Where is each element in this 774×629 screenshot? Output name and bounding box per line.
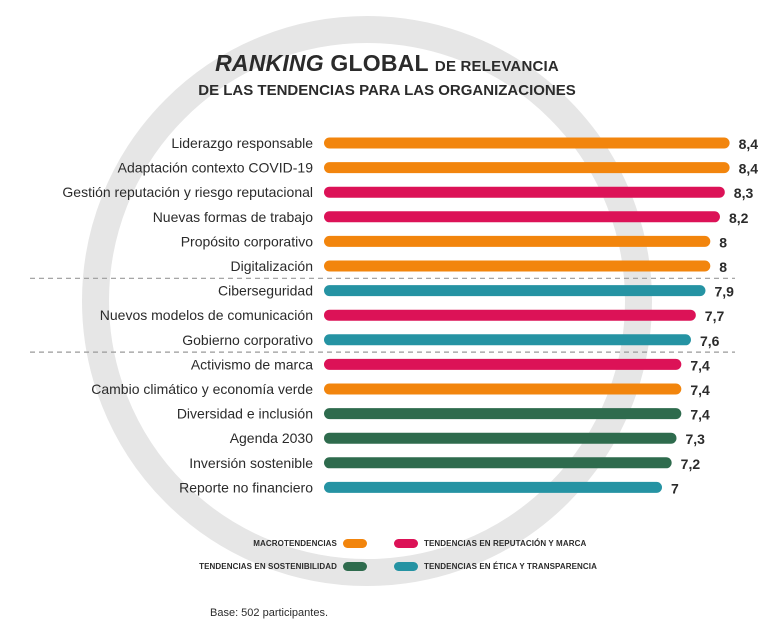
chart-title: RANKING GLOBAL DE RELEVANCIA DE LAS TEND… — [0, 50, 774, 99]
bar — [324, 408, 682, 420]
bar — [324, 137, 730, 149]
bar — [324, 211, 720, 223]
value-label: 7,4 — [690, 357, 710, 373]
legend-label-sostenibilidad: TENDENCIAS EN SOSTENIBILIDAD — [199, 562, 337, 571]
bar — [324, 186, 725, 198]
category-label: Nuevas formas de trabajo — [153, 209, 314, 225]
value-label: 7 — [671, 480, 679, 496]
bar — [324, 235, 711, 247]
category-label: Gestión reputación y riesgo reputacional — [62, 184, 313, 200]
bar — [324, 309, 696, 321]
value-label: 7,7 — [705, 308, 725, 324]
legend-label-macro: MACROTENDENCIAS — [253, 539, 337, 548]
value-label: 7,3 — [685, 431, 705, 447]
base-note: Base: 502 participantes. — [210, 607, 329, 619]
value-label: 8 — [719, 259, 727, 275]
value-label: 8 — [719, 234, 727, 250]
value-label: 7,4 — [690, 407, 710, 423]
bar — [324, 260, 711, 272]
title-line-2: DE LAS TENDENCIAS PARA LAS ORGANIZACIONE… — [198, 82, 576, 99]
category-label: Cambio climático y economía verde — [91, 381, 313, 397]
legend-swatch-sostenibilidad — [343, 562, 367, 571]
title-line-1: RANKING GLOBAL DE RELEVANCIA — [0, 50, 774, 77]
value-label: 8,4 — [739, 136, 759, 152]
bar — [324, 481, 662, 493]
category-label: Nuevos modelos de comunicación — [100, 307, 313, 323]
category-label: Adaptación contexto COVID-19 — [118, 160, 314, 176]
category-label: Diversidad e inclusión — [177, 406, 313, 422]
value-label: 7,2 — [681, 456, 701, 472]
category-label: Activismo de marca — [191, 356, 313, 372]
category-label: Agenda 2030 — [230, 430, 314, 446]
legend-swatch-etica — [394, 562, 418, 571]
category-label: Digitalización — [231, 258, 313, 274]
title-rest: DE RELEVANCIA — [434, 58, 559, 75]
category-label: Inversión sostenible — [189, 455, 313, 471]
value-label: 8,3 — [734, 185, 754, 201]
category-label: Ciberseguridad — [218, 283, 313, 299]
legend-label-etica: TENDENCIAS EN ÉTICA Y TRANSPARENCIA — [424, 562, 597, 571]
legend-swatch-reputacion — [394, 539, 418, 548]
legend-swatch-macro — [343, 539, 367, 548]
title-emphasis: RANKING — [215, 50, 324, 76]
bar — [324, 457, 672, 469]
value-label: 8,4 — [739, 161, 759, 177]
value-label: 7,9 — [714, 284, 734, 300]
bar — [324, 285, 706, 297]
bar — [324, 432, 677, 444]
category-label: Gobierno corporativo — [182, 332, 313, 348]
value-label: 7,4 — [690, 382, 710, 398]
bar — [324, 334, 691, 346]
title-main: GLOBAL — [330, 50, 429, 76]
bar — [324, 358, 682, 370]
category-label: Liderazgo responsable — [171, 135, 313, 151]
legend-label-reputacion: TENDENCIAS EN REPUTACIÓN Y MARCA — [424, 539, 587, 548]
value-label: 8,2 — [729, 210, 749, 226]
bar — [324, 383, 682, 395]
value-label: 7,6 — [700, 333, 720, 349]
category-label: Reporte no financiero — [179, 479, 313, 495]
bar — [324, 162, 730, 174]
category-label: Propósito corporativo — [181, 233, 314, 249]
